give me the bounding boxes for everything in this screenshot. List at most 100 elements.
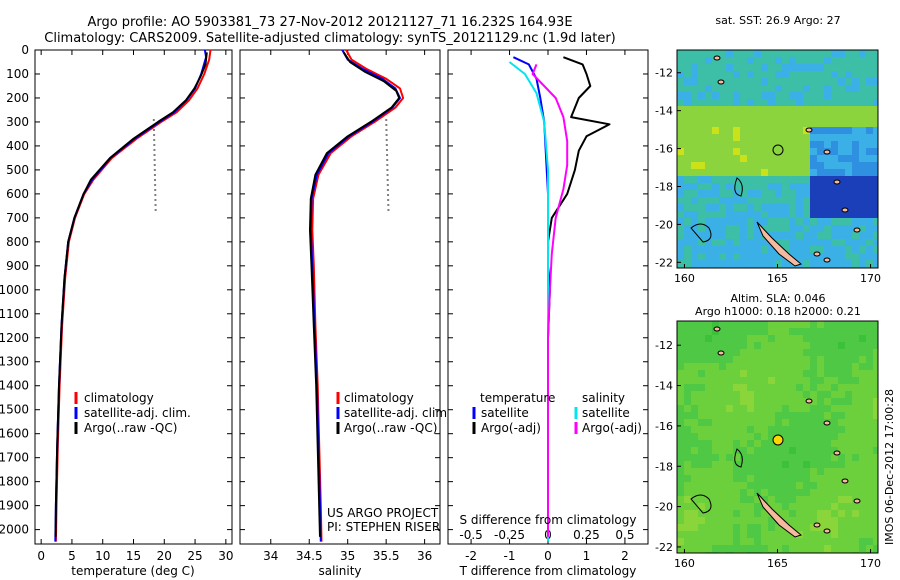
map-cell — [810, 176, 818, 184]
map-cell — [726, 377, 734, 385]
map-cell — [761, 489, 769, 497]
map-cell — [719, 335, 727, 343]
map-cell — [817, 162, 825, 170]
map-cell — [754, 475, 762, 483]
map-cell — [677, 405, 685, 413]
map-cell — [733, 489, 741, 497]
map-cell — [824, 356, 832, 364]
depth-tick-label: 600 — [6, 187, 29, 201]
map-cell — [747, 71, 755, 79]
map-cell — [873, 197, 878, 205]
map-cell — [754, 113, 762, 121]
salinity-xlabel: salinity — [318, 564, 361, 578]
map-cell — [796, 57, 804, 65]
map-cell — [747, 232, 755, 240]
map-cell — [726, 92, 734, 100]
map-cell — [838, 496, 846, 504]
map-cell — [817, 321, 825, 329]
map-cell — [775, 321, 783, 329]
map-cell — [845, 225, 853, 233]
map-cell — [747, 405, 755, 413]
map-cell — [782, 454, 790, 462]
map-cell — [817, 419, 825, 427]
map-cell — [754, 127, 762, 135]
legend-t-satellite-label: satellite — [481, 406, 529, 420]
map-cell — [691, 148, 699, 156]
map-cell — [747, 342, 755, 350]
map-cell — [817, 78, 825, 86]
map-cell — [859, 426, 867, 434]
map-cell — [831, 57, 839, 65]
map-cell — [712, 496, 720, 504]
map-cell — [754, 204, 762, 212]
map-cell — [789, 50, 797, 58]
map-cell — [712, 419, 720, 427]
map-cell — [768, 377, 776, 385]
map-cell — [782, 232, 790, 240]
map-cell — [803, 335, 811, 343]
map-cell — [789, 183, 797, 191]
map-cell — [838, 204, 846, 212]
map-cell — [845, 85, 853, 93]
map-cell — [803, 134, 811, 142]
map-cell — [698, 211, 706, 219]
map-cell — [803, 524, 811, 532]
map-cell — [803, 447, 811, 455]
map-cell — [782, 321, 790, 329]
map-cell — [698, 50, 706, 58]
map-cell — [677, 398, 685, 406]
map-cell — [691, 106, 699, 114]
map-cell — [740, 127, 748, 135]
map-cell — [859, 225, 867, 233]
map-cell — [845, 162, 853, 170]
depth-tick-label: 1800 — [0, 475, 29, 489]
map-cell — [712, 239, 720, 247]
difference-panel: -2 -1 0 1 2 -0.5 -0.25 0 0.25 0.5 S difference f… — [447, 49, 649, 578]
map-cell — [712, 321, 720, 329]
map-cell — [768, 57, 776, 65]
map-cell — [740, 405, 748, 413]
map-cell — [803, 211, 811, 219]
map-cell — [817, 531, 825, 539]
depth-tick-label: 900 — [6, 259, 29, 273]
reef-outline — [690, 448, 743, 514]
depth-tick-label: 2000 — [0, 523, 29, 537]
map-cell — [698, 468, 706, 476]
map-cell — [782, 141, 790, 149]
map-cell — [810, 232, 818, 240]
map-cell — [873, 391, 878, 399]
map-cell — [740, 342, 748, 350]
x-tick-label: 25 — [187, 549, 202, 563]
map-cell — [852, 169, 860, 177]
map-cell — [761, 176, 769, 184]
map-cell — [754, 482, 762, 490]
map-cell — [831, 211, 839, 219]
map-cell — [712, 218, 720, 226]
map-cell — [740, 183, 748, 191]
map-cell — [691, 538, 699, 546]
map-cell — [782, 225, 790, 233]
map-cell — [754, 405, 762, 413]
map-cell — [768, 197, 776, 205]
map-cell — [838, 461, 846, 469]
map-cell — [698, 342, 706, 350]
map-cell — [761, 384, 769, 392]
map-cell — [705, 349, 713, 357]
top-tick-label: 0.5 — [615, 528, 634, 542]
map-cell — [796, 204, 804, 212]
map-cell — [873, 398, 878, 406]
map-cell — [810, 204, 818, 212]
map-cell — [789, 412, 797, 420]
map-cell — [845, 218, 853, 226]
map-cell — [677, 510, 685, 518]
map-cell — [817, 176, 825, 184]
map-cell — [726, 64, 734, 72]
map-cell — [775, 482, 783, 490]
map-cell — [740, 321, 748, 329]
map-cell — [796, 134, 804, 142]
map-cell — [698, 183, 706, 191]
map-cell — [740, 225, 748, 233]
map-cell — [873, 71, 878, 79]
title-line1: Argo profile: AO 5903381_73 27-Nov-2012 … — [87, 15, 572, 30]
map-cell — [803, 113, 811, 121]
